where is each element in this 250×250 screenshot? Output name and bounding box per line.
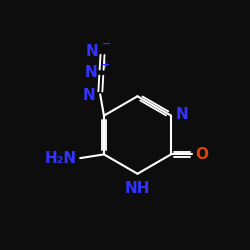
Text: +: + — [101, 60, 110, 70]
Text: N: N — [83, 88, 96, 103]
Text: N: N — [84, 65, 97, 80]
Text: H₂N: H₂N — [45, 150, 77, 166]
Text: N: N — [86, 44, 98, 59]
Text: NH: NH — [125, 181, 150, 196]
Text: N: N — [176, 107, 188, 122]
Text: −: − — [102, 39, 112, 49]
Text: O: O — [195, 147, 208, 162]
